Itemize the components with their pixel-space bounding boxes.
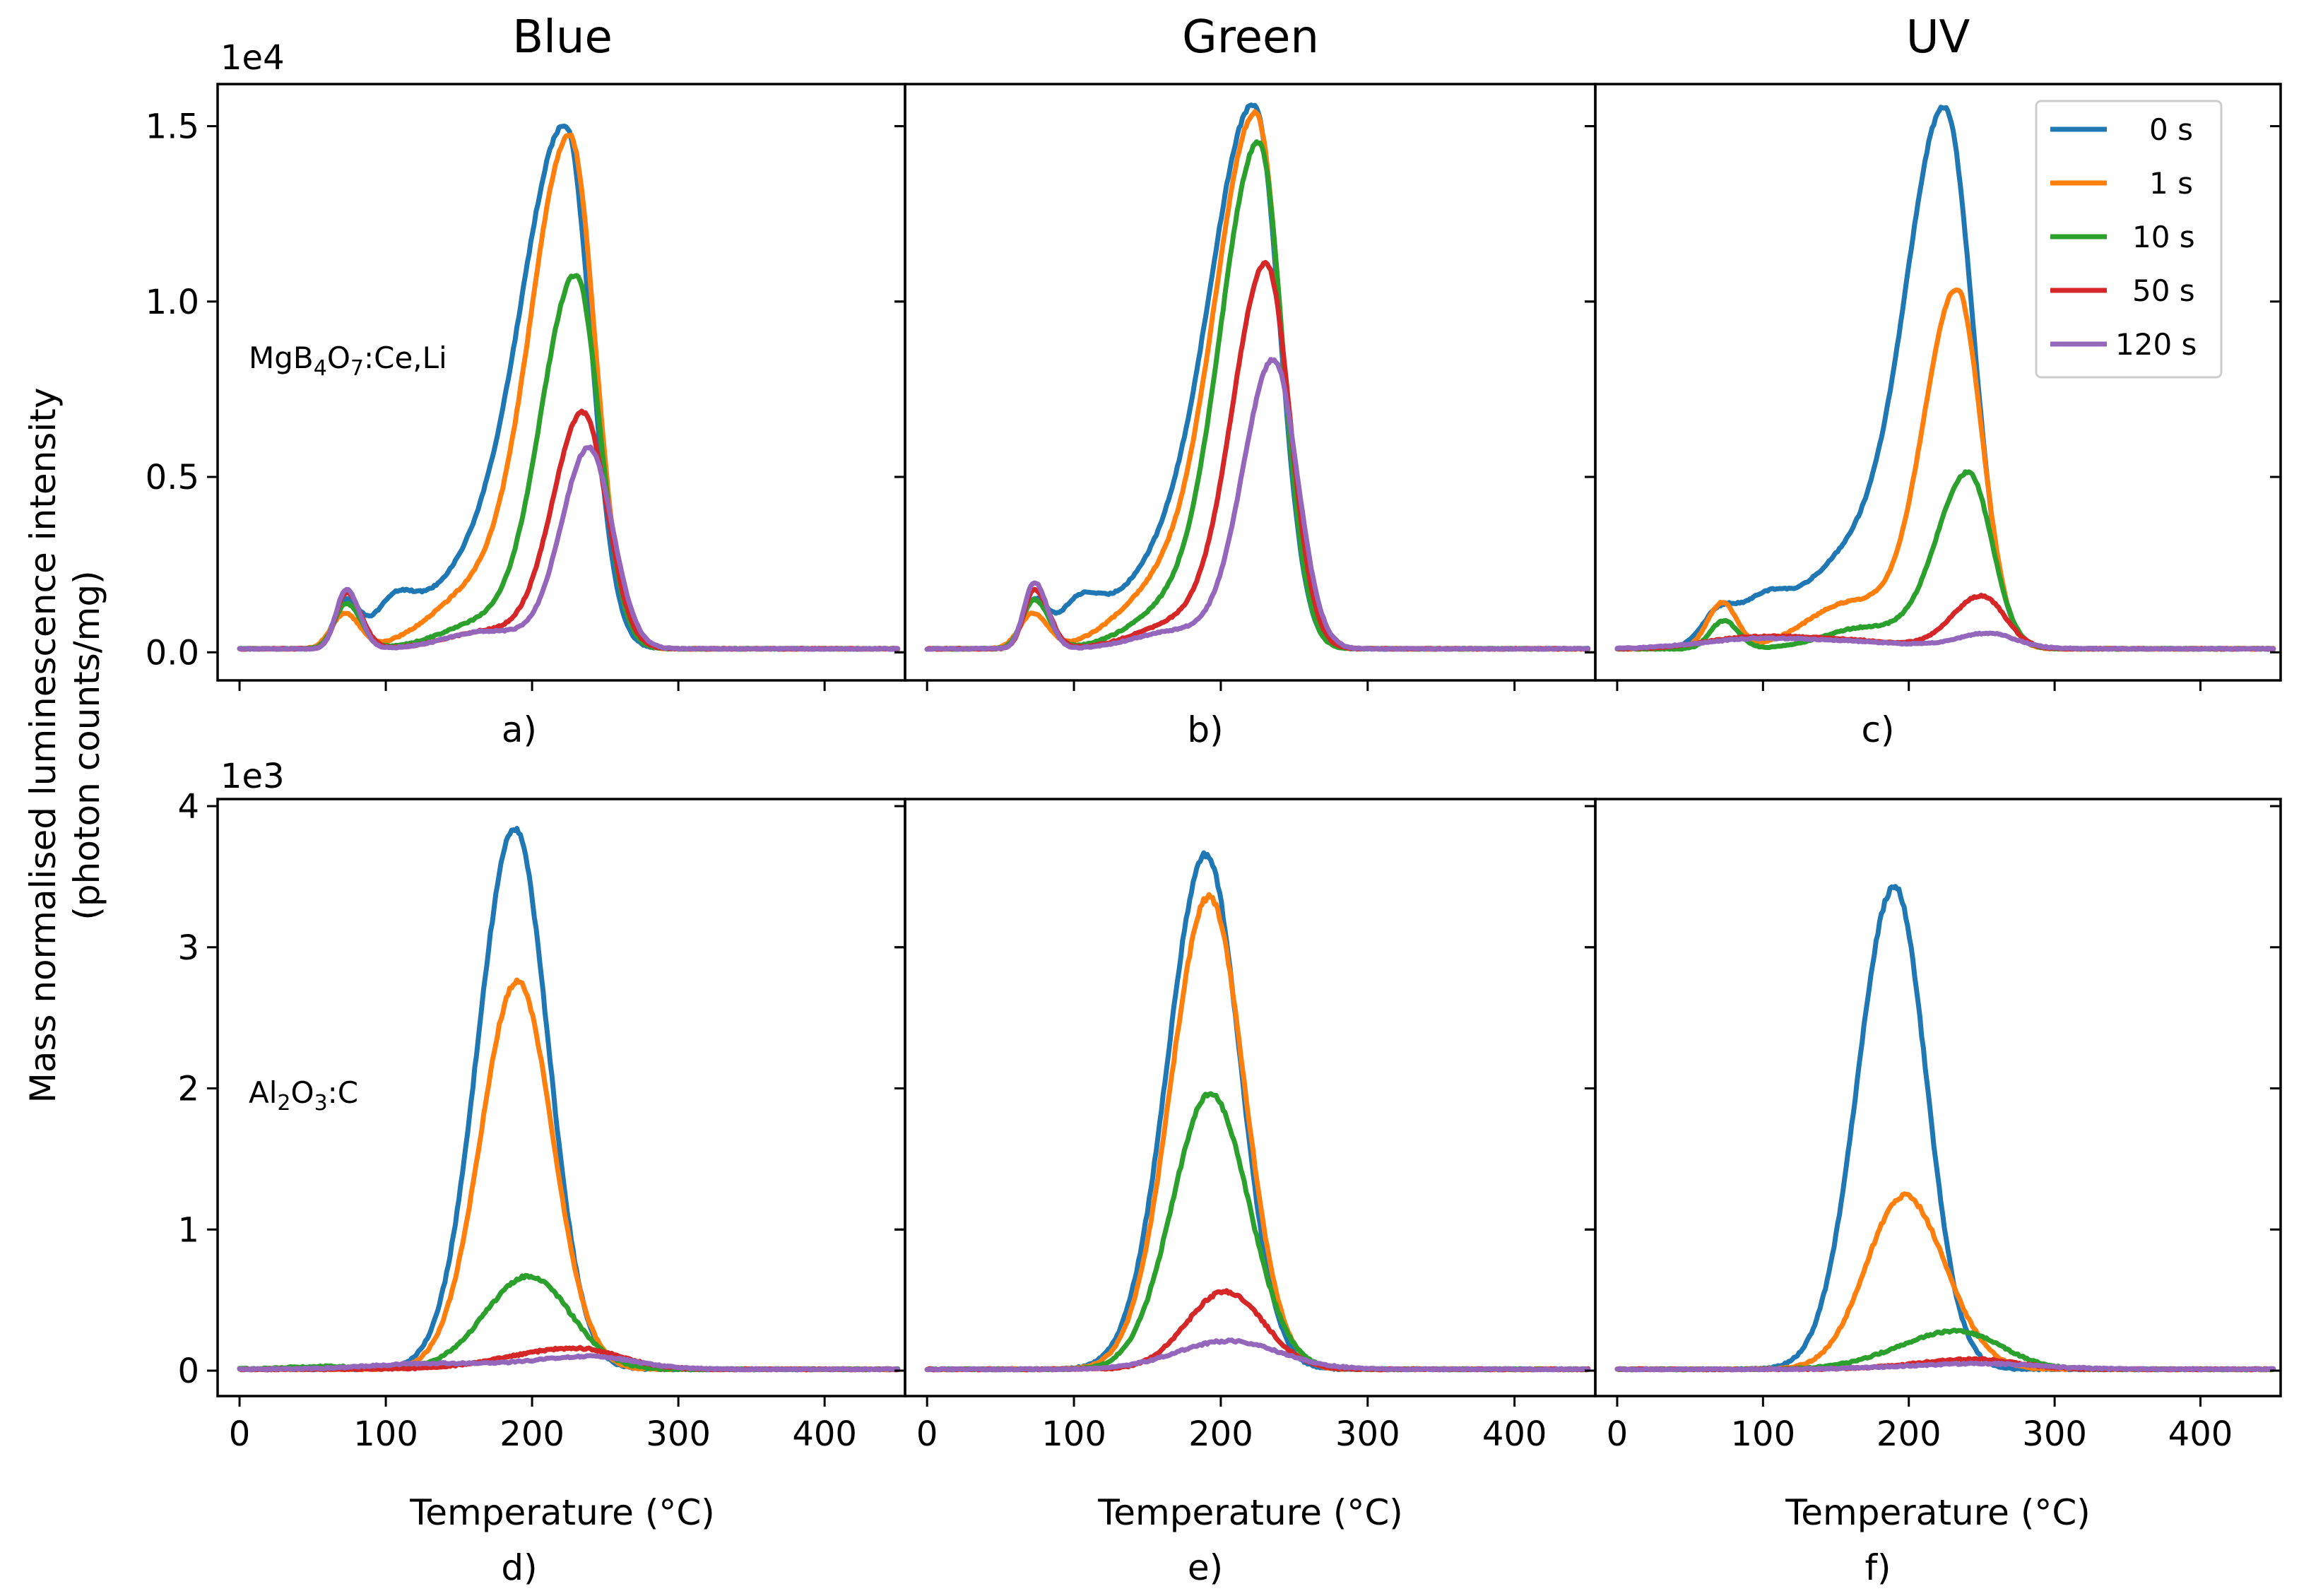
panel-letter-d: d)	[501, 1547, 537, 1588]
panel-letter-b: b)	[1187, 709, 1223, 750]
panel-b-green-mgb4o7	[894, 83, 1597, 691]
series-line-120s	[237, 1353, 901, 1373]
x-tick-label: 0	[916, 1414, 938, 1454]
x-tick-label: 300	[646, 1414, 711, 1454]
y-tick-label: 1	[177, 1210, 199, 1250]
series-line-50s	[924, 1288, 1591, 1373]
series-line-1s	[924, 109, 1591, 652]
x-tick-label: 400	[792, 1414, 857, 1454]
y-axis-label-line1: Mass normalised luminescence intensity	[23, 388, 64, 1104]
panel-letter-c: c)	[1862, 709, 1895, 750]
panel-a-blue-mgb4o7: 0.0 0.5 1.0 1.5	[146, 83, 906, 691]
y-tick-label: 3	[177, 928, 199, 968]
x-tick-label: 200	[1877, 1414, 1942, 1454]
y-axis-label-line2: (photon counts/mg)	[66, 570, 107, 920]
legend-label-120s: 120 s	[2115, 327, 2197, 362]
y-tick-label: 2	[177, 1070, 199, 1109]
series-line-10s	[924, 1091, 1591, 1373]
column-title-uv: UV	[1906, 11, 1970, 64]
material-label-mgb4o7: MgB4O7:Ce,Li	[249, 341, 447, 381]
axes-frame	[1594, 83, 2282, 682]
legend-label-50s: 50 s	[2132, 273, 2195, 308]
series-line-0s	[237, 123, 901, 652]
series-line-10s	[237, 273, 901, 652]
axes-frame	[216, 83, 906, 682]
series-line-0s	[924, 102, 1591, 652]
x-tick-label: 100	[1041, 1414, 1106, 1454]
x-tick-label: 100	[1731, 1414, 1796, 1454]
panel-c-uv-mgb4o7	[1585, 83, 2282, 691]
series-line-0s	[924, 850, 1591, 1373]
panel-letter-f: f)	[1864, 1547, 1891, 1588]
panel-f-uv-al2o3: 0 100 200 300 400	[1585, 798, 2282, 1454]
y-tick-label: 0.0	[146, 633, 199, 673]
x-tick-label: 300	[2022, 1414, 2087, 1454]
y-tick-label: 0	[177, 1352, 199, 1391]
y-tick-label: 1.0	[146, 283, 199, 322]
panel-letter-a: a)	[502, 709, 537, 750]
x-tick-label: 400	[1482, 1414, 1547, 1454]
panel-d-blue-al2o3: 0 100 200 300 400 0 1 2 3 4	[177, 787, 906, 1454]
legend-label-10s: 10 s	[2132, 220, 2195, 254]
series-line-120s	[924, 357, 1591, 652]
bottom-row-multiplier: 1e3	[220, 757, 285, 796]
x-axis-label-green: Temperature (°C)	[1097, 1492, 1403, 1533]
series-line-120s	[237, 444, 901, 652]
x-tick-label: 100	[353, 1414, 418, 1454]
series-line-120s	[924, 1337, 1591, 1373]
x-tick-label: 400	[2168, 1414, 2233, 1454]
legend-label-1s: 1 s	[2149, 166, 2193, 201]
y-tick-label: 4	[177, 787, 199, 827]
panel-e-green-al2o3: 0 100 200 300 400	[894, 798, 1597, 1454]
x-tick-label: 0	[229, 1414, 251, 1454]
legend-label-0s: 0 s	[2149, 112, 2193, 147]
x-tick-label: 200	[500, 1414, 565, 1454]
x-tick-label: 300	[1335, 1414, 1400, 1454]
series-line-120s	[1614, 630, 2276, 652]
y-tick-label: 0.5	[146, 458, 199, 497]
series-line-1s	[924, 892, 1591, 1373]
series-line-1s	[237, 132, 901, 652]
top-row-multiplier: 1e4	[220, 38, 285, 78]
material-label-al2o3: Al2O3:C	[249, 1075, 358, 1116]
y-tick-label: 1.5	[146, 107, 199, 147]
series-line-0s	[1614, 884, 2276, 1373]
x-axis-label-blue: Temperature (°C)	[409, 1492, 715, 1533]
panel-letter-e: e)	[1188, 1547, 1223, 1588]
x-axis-label-uv: Temperature (°C)	[1785, 1492, 2091, 1533]
axes-frame	[1594, 798, 2282, 1397]
x-tick-label: 200	[1188, 1414, 1253, 1454]
series-line-120s	[1614, 1360, 2276, 1373]
column-title-blue: Blue	[512, 11, 613, 64]
legend: 0 s 1 s 10 s 50 s 120 s	[2035, 100, 2223, 379]
x-tick-label: 0	[1607, 1414, 1629, 1454]
column-title-green: Green	[1182, 11, 1319, 64]
axes-frame	[904, 83, 1597, 682]
legend-frame	[2035, 100, 2223, 379]
